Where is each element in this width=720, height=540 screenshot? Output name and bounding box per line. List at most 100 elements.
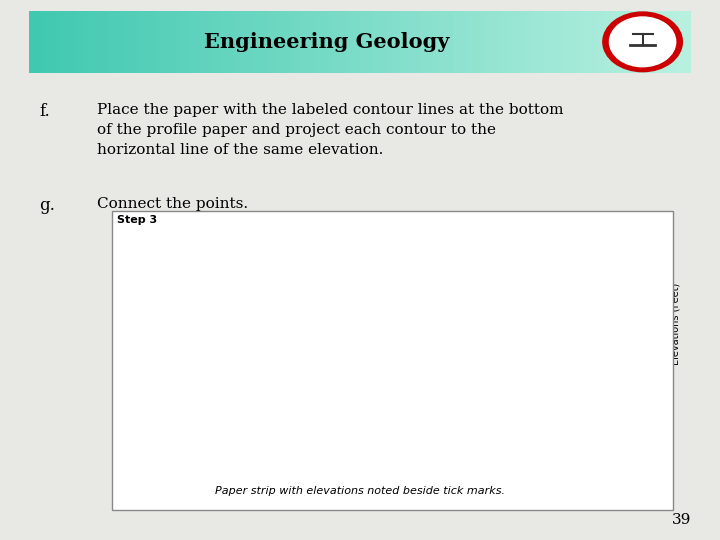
Text: A
80: A 80 (142, 442, 161, 451)
Bar (546, 11, 552, 73)
Point (351, 322, 363, 331)
Bar (645, 11, 652, 73)
Bar (261, 11, 267, 73)
Bar (327, 11, 333, 73)
Text: Connect the points.: Connect the points. (97, 197, 248, 211)
Bar (439, 11, 446, 73)
Text: 100: 100 (206, 442, 215, 456)
Bar (75, 11, 82, 73)
Text: g.: g. (40, 197, 55, 214)
Bar (585, 11, 592, 73)
Bar (201, 11, 207, 73)
Circle shape (603, 12, 683, 72)
Bar (366, 11, 373, 73)
Bar (141, 11, 148, 73)
Bar (168, 11, 174, 73)
Bar (671, 11, 678, 73)
Point (324, 339, 336, 348)
Bar (413, 11, 420, 73)
Bar (453, 11, 459, 73)
Bar (400, 11, 406, 73)
Bar (592, 11, 598, 73)
Bar (68, 11, 75, 73)
Bar (128, 11, 135, 73)
Bar (29, 11, 35, 73)
Bar (658, 11, 665, 73)
Bar (598, 11, 605, 73)
Bar (234, 11, 240, 73)
Bar (240, 11, 248, 73)
Text: Engineering Geology: Engineering Geology (204, 32, 449, 52)
Bar (281, 11, 287, 73)
Bar (55, 11, 62, 73)
Bar (631, 11, 638, 73)
Text: 180: 180 (426, 442, 435, 456)
Point (424, 287, 436, 295)
Bar (466, 11, 472, 73)
Bar (678, 11, 685, 73)
Bar (559, 11, 565, 73)
Bar (380, 11, 387, 73)
Text: Paper strip with elevations noted beside tick marks.: Paper strip with elevations noted beside… (215, 487, 505, 496)
Bar (307, 11, 314, 73)
Bar (519, 11, 526, 73)
Bar (287, 11, 294, 73)
Bar (526, 11, 532, 73)
Bar (228, 11, 234, 73)
Point (297, 373, 308, 381)
Bar (505, 11, 513, 73)
Bar (685, 11, 691, 73)
Text: 60: 60 (179, 442, 188, 451)
Point (480, 269, 491, 278)
Bar (373, 11, 380, 73)
Point (379, 312, 390, 320)
Bar (387, 11, 393, 73)
Bar (433, 11, 439, 73)
Bar (446, 11, 453, 73)
Text: 39: 39 (672, 512, 691, 526)
Text: f.: f. (40, 103, 50, 119)
Text: 140: 140 (325, 442, 334, 456)
Bar (612, 11, 618, 73)
Bar (155, 11, 161, 73)
Bar (82, 11, 89, 73)
Bar (360, 11, 366, 73)
Bar (625, 11, 631, 73)
Bar (62, 11, 68, 73)
Bar (486, 11, 492, 73)
Bar (354, 11, 360, 73)
Bar (194, 11, 201, 73)
Bar (102, 11, 108, 73)
Bar (49, 11, 55, 73)
Bar (605, 11, 612, 73)
Text: Stream: Stream (252, 330, 292, 340)
Bar (492, 11, 499, 73)
Text: •A': •A' (549, 246, 566, 256)
Bar (221, 11, 228, 73)
Bar (572, 11, 579, 73)
Bar (499, 11, 505, 73)
Bar (426, 11, 433, 73)
Bar (89, 11, 95, 73)
Bar (459, 11, 466, 73)
Text: Place the paper with the labeled contour lines at the bottom
of the profile pape: Place the paper with the labeled contour… (97, 103, 564, 157)
Bar (267, 11, 274, 73)
Y-axis label: Elevations (Feet): Elevations (Feet) (671, 283, 681, 365)
Bar (254, 11, 261, 73)
Bar (665, 11, 671, 73)
Text: Topographic Profile A–A': Topographic Profile A–A' (165, 229, 299, 239)
Bar (274, 11, 281, 73)
Bar (406, 11, 413, 73)
Bar (294, 11, 300, 73)
Bar (638, 11, 645, 73)
Text: 80: 80 (233, 442, 243, 451)
Bar (115, 11, 122, 73)
Bar (314, 11, 320, 73)
Bar (579, 11, 585, 73)
Text: 100
120: 100 120 (292, 442, 312, 456)
Bar (300, 11, 307, 73)
Point (539, 254, 550, 262)
Bar (35, 11, 42, 73)
Bar (565, 11, 572, 73)
Bar (552, 11, 559, 73)
